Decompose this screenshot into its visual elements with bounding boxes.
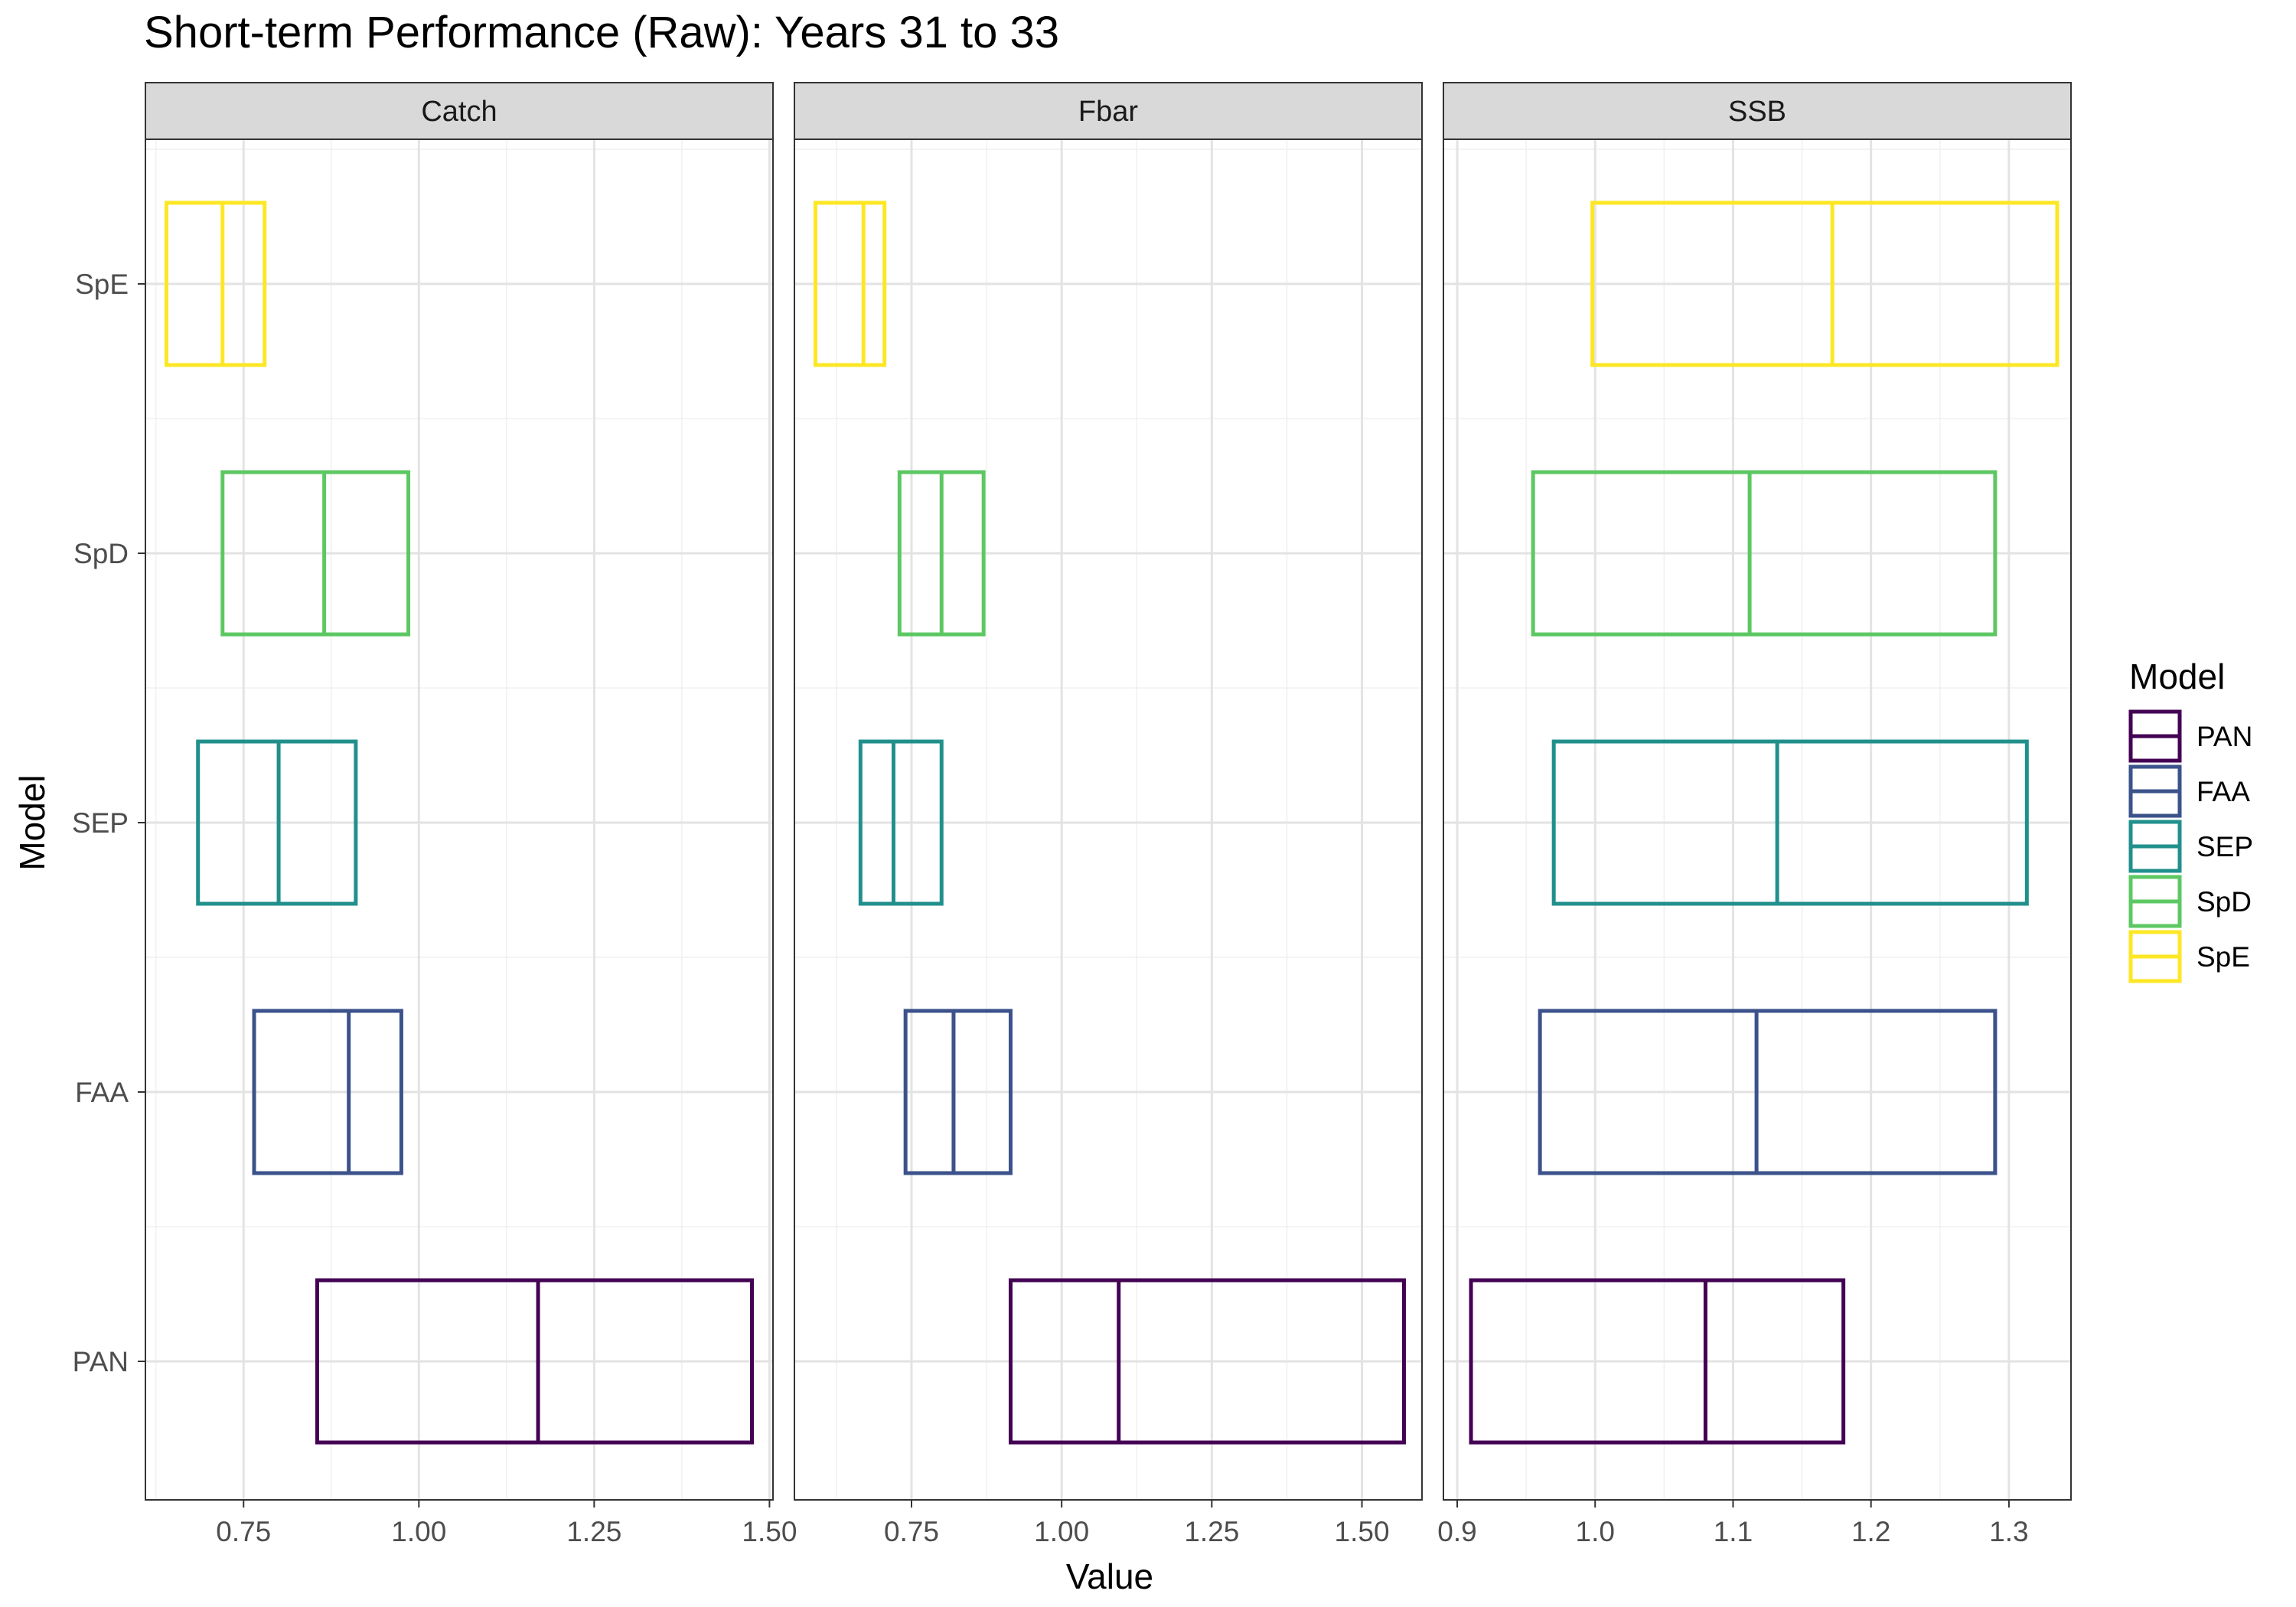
box-ssb-sep [1551, 739, 2029, 906]
strip-fbar [794, 82, 1423, 140]
box-fbar-faa [903, 1009, 1013, 1175]
legend-item-spd: SpD [2128, 875, 2252, 928]
x-tick-label: 1.2 [1851, 1516, 1890, 1547]
panel-border-ssb [1443, 139, 2072, 1501]
x-tick-label: 0.9 [1437, 1516, 1476, 1547]
box-rect [903, 1009, 1013, 1175]
x-tick-label: 0.75 [884, 1516, 939, 1547]
box-catch-pan [315, 1278, 755, 1445]
strip-catch [145, 82, 774, 140]
box-rect [220, 470, 411, 637]
plot-background-ssb [1443, 139, 2071, 1500]
box-ssb-pan [1469, 1278, 1846, 1445]
box-rect [1538, 1009, 1998, 1175]
strip-label-catch: Catch [421, 96, 497, 128]
legend-label: SpE [2197, 941, 2250, 973]
x-tick-label: 1.3 [1989, 1516, 2028, 1547]
y-tick-label-spe: SpE [75, 269, 129, 300]
x-tick-label: 1.00 [391, 1516, 446, 1547]
y-tick-label-pan: PAN [73, 1346, 129, 1377]
box-rect [315, 1278, 755, 1445]
panel-fbar: Fbar 0.75 1.00 1.25 1.50 [794, 82, 1423, 1547]
legend: Model PAN FAA SEP SpD SpE [2128, 657, 2253, 983]
panel-border-catch [145, 139, 774, 1501]
box-rect [164, 200, 267, 367]
box-rect [1590, 200, 2060, 367]
x-tick-label: 1.00 [1034, 1516, 1089, 1547]
box-catch-faa [252, 1009, 403, 1175]
legend-item-spe: SpE [2128, 930, 2250, 983]
panel-catch: Catch 0.75 1.00 1.25 1.50 [145, 82, 797, 1547]
box-ssb-faa [1538, 1009, 1998, 1175]
box-rect [1551, 739, 2029, 906]
plot-background-catch [145, 139, 773, 1500]
strip-ssb [1443, 82, 2072, 140]
legend-item-sep: SEP [2128, 820, 2253, 873]
legend-label: PAN [2197, 721, 2252, 752]
legend-item-pan: PAN [2128, 709, 2252, 763]
y-axis-title: Model [12, 774, 52, 870]
y-axis: PAN FAA SEP SpD SpE [72, 269, 145, 1377]
box-ssb-spe [1590, 200, 2060, 367]
x-tick-label: 1.50 [742, 1516, 797, 1547]
panel-border-fbar [794, 139, 1423, 1501]
plot-background-fbar [794, 139, 1422, 1500]
box-rect [1008, 1278, 1406, 1445]
legend-label: SpD [2197, 886, 2252, 918]
y-tick-label-sep: SEP [72, 807, 129, 839]
panel-ssb: SSB 0.9 1.0 1.1 1.2 1.3 [1437, 82, 2072, 1547]
box-catch-spe [164, 200, 267, 367]
box-rect [1469, 1278, 1846, 1445]
y-tick-label-spd: SpD [73, 538, 129, 569]
box-fbar-pan [1008, 1278, 1406, 1445]
legend-label: SEP [2197, 831, 2253, 862]
x-tick-label: 1.25 [1184, 1516, 1239, 1547]
box-rect [858, 739, 944, 906]
box-rect [813, 200, 887, 367]
box-rect [252, 1009, 403, 1175]
x-tick-label: 1.0 [1576, 1516, 1615, 1547]
box-fbar-sep [858, 739, 944, 906]
x-axis-title: Value [1066, 1556, 1153, 1596]
legend-item-faa: FAA [2128, 764, 2250, 818]
y-tick-label-faa: FAA [75, 1077, 129, 1108]
box-ssb-spd [1531, 470, 1998, 637]
box-catch-sep [196, 739, 358, 906]
x-tick-label: 1.1 [1714, 1516, 1753, 1547]
x-tick-label: 1.25 [566, 1516, 621, 1547]
chart-title: Short-term Performance (Raw): Years 31 t… [144, 8, 1059, 57]
box-rect [1531, 470, 1998, 637]
strip-label-fbar: Fbar [1078, 96, 1138, 128]
box-fbar-spe [813, 200, 887, 367]
panels-group: Catch 0.75 1.00 1.25 1.50 Fbar 0.75 1.00 1.25 1.5… [145, 82, 2072, 1547]
box-fbar-spd [897, 470, 986, 637]
strip-label-ssb: SSB [1728, 96, 1786, 128]
x-tick-label: 0.75 [216, 1516, 271, 1547]
legend-label: FAA [2197, 776, 2250, 807]
x-tick-label: 1.50 [1335, 1516, 1390, 1547]
box-catch-spd [220, 470, 411, 637]
legend-title: Model [2129, 657, 2225, 696]
